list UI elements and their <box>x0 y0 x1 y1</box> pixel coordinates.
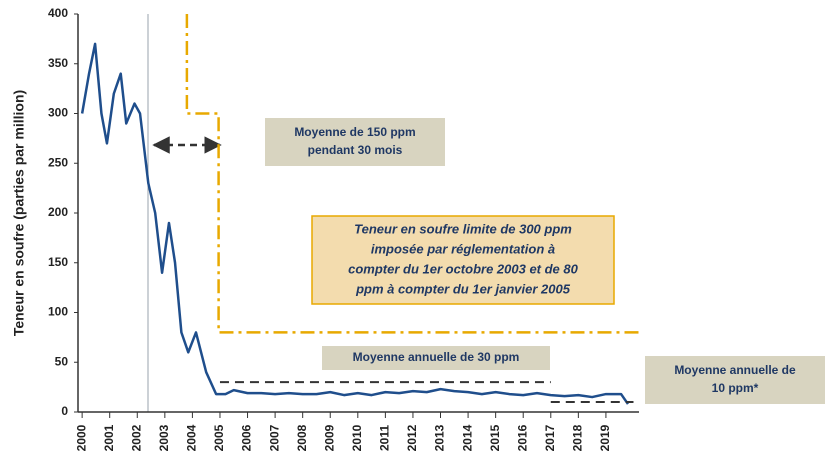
annotation-bg <box>311 215 615 305</box>
x-tick-label: 2008 <box>295 424 309 451</box>
y-tick-label: 250 <box>48 155 68 169</box>
x-tick-label: 2011 <box>378 425 392 451</box>
x-tick-label: 2003 <box>157 424 171 451</box>
annotation-text: Moyenne de 150 ppm <box>294 125 415 139</box>
x-tick-label: 2006 <box>240 424 254 451</box>
annotation-text: ppm à compter du 1er janvier 2005 <box>355 281 571 296</box>
x-tick-label: 2010 <box>350 424 364 451</box>
x-tick-label: 2013 <box>433 424 447 451</box>
x-tick-label: 2018 <box>571 424 585 451</box>
annotation-text: pendant 30 mois <box>308 143 403 157</box>
x-tick-label: 2005 <box>212 424 226 451</box>
annotation-box: Moyenne annuelle de 10 ppm* <box>645 356 825 404</box>
x-tick-label: 2004 <box>185 424 199 451</box>
y-tick-label: 400 <box>48 6 68 20</box>
annotation-bg <box>322 346 550 370</box>
x-tick-label: 2001 <box>102 424 116 451</box>
y-tick-label: 0 <box>61 404 68 418</box>
series-line <box>185 14 639 334</box>
plot-area: 0 50 100 150 200 250 300 350 400 2000 2001 2002 2003… <box>48 6 639 451</box>
series-line <box>80 42 630 405</box>
y-axis-label: Teneur en soufre (parties par million) <box>11 90 27 336</box>
x-tick-label: 2014 <box>460 424 474 451</box>
x-tick-label: 2000 <box>74 424 88 451</box>
annotation-text: compter du 1er octobre 2003 et de 80 <box>348 261 579 276</box>
x-tick-label: 2015 <box>488 424 502 451</box>
x-tick-label: 2019 <box>598 424 612 451</box>
y-tick-label: 150 <box>48 255 68 269</box>
y-tick-label: 50 <box>55 354 69 368</box>
annotation-text: Moyenne annuelle de <box>674 363 796 377</box>
annotation-bg <box>645 356 825 404</box>
annotation-text: Teneur en soufre limite de 300 ppm <box>354 221 572 236</box>
annotation-text: Moyenne annuelle de 30 ppm <box>353 350 520 364</box>
x-tick-label: 2017 <box>543 424 557 451</box>
annotation-box: Moyenne annuelle de 30 ppm <box>322 346 550 370</box>
y-tick-label: 300 <box>48 106 68 120</box>
y-tick-label: 350 <box>48 56 68 70</box>
x-tick-label: 2012 <box>405 424 419 451</box>
x-tick-label: 2016 <box>515 424 529 451</box>
x-tick-label: 2009 <box>322 424 336 451</box>
y-tick-label: 200 <box>48 205 68 219</box>
x-tick-label: 2007 <box>267 424 281 451</box>
annotation-box: Moyenne de 150 ppm pendant 30 mois <box>265 118 445 166</box>
x-tick-label: 2002 <box>129 424 143 451</box>
y-tick-label: 100 <box>48 305 68 319</box>
annotation-box: Teneur en soufre limite de 300 ppm impos… <box>311 215 615 305</box>
annotation-text: 10 ppm* <box>712 381 759 395</box>
annotation-bg <box>265 118 445 166</box>
annotation-text: imposée par réglementation à <box>371 241 555 256</box>
